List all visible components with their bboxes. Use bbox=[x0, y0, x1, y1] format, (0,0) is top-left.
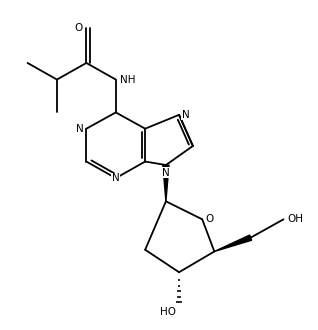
Text: OH: OH bbox=[287, 214, 303, 224]
Polygon shape bbox=[214, 235, 252, 251]
Text: N: N bbox=[162, 168, 170, 178]
Text: NH: NH bbox=[120, 75, 135, 84]
Text: O: O bbox=[205, 214, 213, 224]
Polygon shape bbox=[163, 165, 169, 201]
Text: N: N bbox=[182, 110, 190, 120]
Text: O: O bbox=[75, 23, 83, 33]
Text: HO: HO bbox=[160, 307, 176, 317]
Text: N: N bbox=[112, 173, 120, 183]
Text: N: N bbox=[76, 124, 84, 134]
